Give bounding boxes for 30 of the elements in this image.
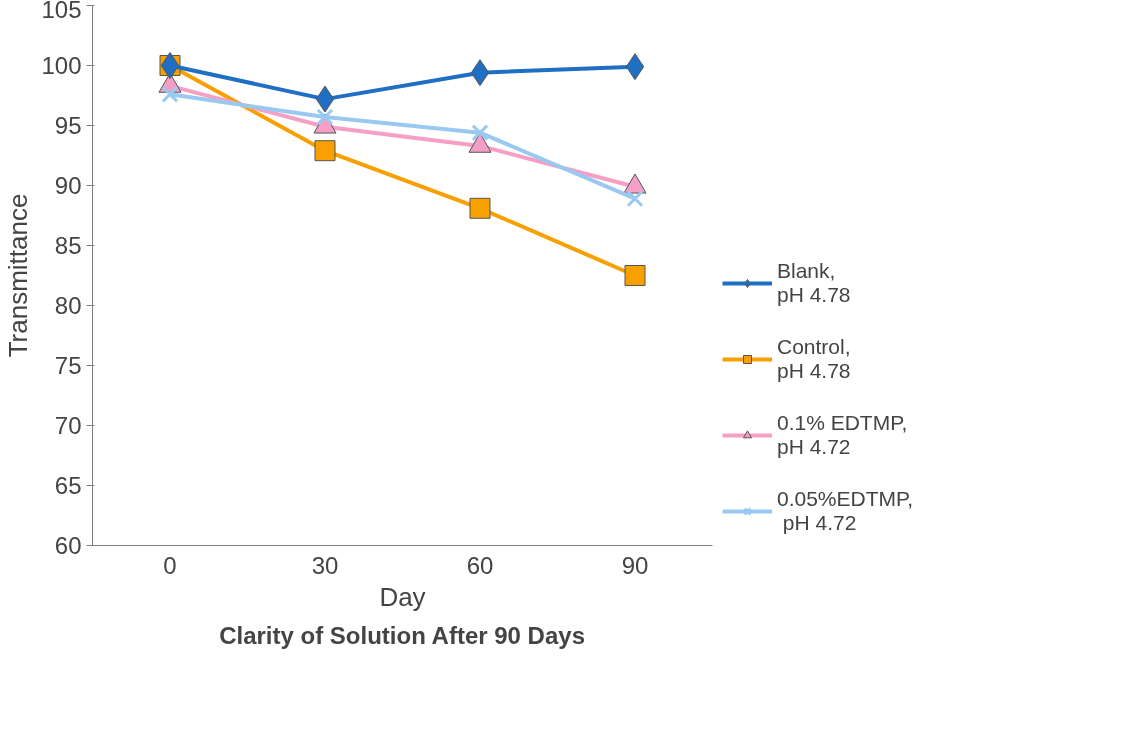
y-tick-label: 85 bbox=[54, 232, 82, 259]
y-tick-label: 65 bbox=[54, 472, 82, 499]
point bbox=[626, 190, 644, 208]
point bbox=[161, 85, 179, 103]
x-tick-label: 30 bbox=[311, 551, 339, 579]
x-tick-label: 90 bbox=[621, 551, 649, 579]
y-tick-label: 95 bbox=[54, 112, 82, 139]
point bbox=[470, 59, 490, 87]
legend-label: 0.1% EDTMP, pH 4.72 bbox=[777, 411, 908, 459]
point bbox=[625, 53, 645, 81]
y-tick-label: 100 bbox=[41, 52, 82, 79]
point bbox=[624, 265, 646, 286]
y-tick-label: 60 bbox=[54, 532, 82, 559]
point bbox=[315, 85, 335, 113]
point bbox=[314, 140, 336, 162]
point bbox=[471, 124, 489, 142]
y-axis-title: Transmittance bbox=[3, 193, 34, 358]
legend-label: 0.05%EDTMP, pH 4.72 bbox=[777, 487, 914, 535]
legend-label: Control, pH 4.78 bbox=[777, 335, 851, 383]
text: Clarity of Solution After 90 Days bbox=[219, 621, 585, 649]
y-tick-label: 105 bbox=[41, 0, 82, 23]
x-axis-title: Day bbox=[379, 581, 426, 612]
legend-label: Blank, pH 4.78 bbox=[777, 259, 851, 307]
point bbox=[469, 197, 491, 219]
y-tick-label: 70 bbox=[54, 412, 82, 439]
y-tick-label: 75 bbox=[54, 352, 82, 379]
y-tick-label: 90 bbox=[54, 172, 82, 199]
x-tick-label: 60 bbox=[466, 551, 494, 579]
x-tick-label: 0 bbox=[163, 551, 177, 579]
y-tick-label: 80 bbox=[54, 292, 82, 319]
